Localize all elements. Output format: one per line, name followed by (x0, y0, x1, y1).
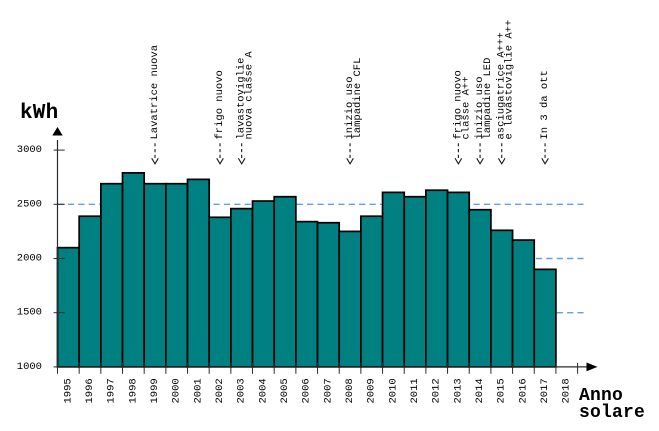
annotation-3-line-1: lampadine CFL (352, 58, 364, 140)
x-label-2008: 2008 (344, 378, 356, 403)
bar-2010 (381, 191, 406, 368)
annotation-2-arrowhead (237, 158, 246, 165)
x-label-2000: 2000 (171, 378, 183, 403)
annotation-3-line-0: inizio uso (344, 76, 356, 139)
bar-2002 (208, 216, 232, 368)
annotation-5-line-0: inizio uso (474, 76, 486, 139)
x-label-2013: 2013 (452, 378, 464, 403)
y-axis-arrowhead (52, 127, 63, 136)
bar-2007 (316, 221, 341, 368)
annotation-6-line-1: e lavastoviglie A++ (504, 20, 516, 140)
annotation-0-arrowhead (151, 158, 159, 165)
annotation-5-arrowhead (476, 158, 484, 165)
y-axis-title: kWh (20, 102, 59, 125)
annotation-7-arrowhead (541, 158, 549, 165)
annotation-6-arrowhead (497, 158, 506, 165)
bar-2000 (165, 182, 189, 368)
x-axis-arrowhead (586, 362, 598, 372)
annotation-1-arrowhead (216, 158, 224, 165)
y-label-2000: 2000 (17, 253, 42, 265)
x-label-2003: 2003 (236, 378, 248, 403)
x-label-2018: 2018 (561, 378, 573, 403)
bar-2014 (468, 208, 492, 368)
x-label-2011: 2011 (409, 378, 421, 403)
bar-2005 (273, 195, 297, 368)
bar-2017 (533, 268, 557, 368)
x-label-2006: 2006 (301, 378, 313, 403)
bar-1998 (121, 172, 146, 368)
bar-2012 (425, 189, 449, 368)
x-label-1998: 1998 (127, 378, 139, 403)
bar-2009 (360, 215, 384, 368)
bar-2016 (511, 239, 536, 368)
x-label-2010: 2010 (387, 378, 399, 403)
annotation-1-line-0: frigo nuovo (214, 70, 226, 139)
bar-2013 (446, 191, 471, 368)
bar-2001 (186, 178, 211, 368)
annotation-2-line-1: nuova classe A (244, 51, 256, 140)
bar-1996 (78, 215, 102, 368)
x-label-2004: 2004 (257, 378, 269, 403)
x-label-1995: 1995 (62, 378, 74, 403)
bar-1995 (56, 246, 81, 368)
x-label-2017: 2017 (539, 378, 551, 403)
x-label-1997: 1997 (106, 378, 118, 403)
x-label-2015: 2015 (496, 378, 508, 403)
x-label-1999: 1999 (149, 378, 161, 403)
y-label-1500: 1500 (17, 307, 42, 319)
bar-2006 (295, 220, 319, 368)
x-label-2012: 2012 (431, 378, 443, 403)
x-label-1996: 1996 (84, 378, 96, 403)
annotation-4-line-0: frigo nuovo (452, 70, 464, 139)
y-label-1000: 1000 (17, 361, 42, 373)
bar-2004 (251, 200, 276, 368)
annotation-4-arrowhead (454, 158, 463, 165)
x-label-2014: 2014 (474, 378, 486, 403)
annotation-7-line-0: In 3 da ott (539, 70, 551, 139)
annotation-3-arrowhead (346, 158, 354, 165)
bar-2011 (403, 195, 427, 368)
bar-2003 (230, 207, 254, 368)
x-label-2009: 2009 (366, 378, 378, 403)
annotation-0-line-0: Lavatrice nuova (149, 45, 161, 140)
x-label-2016: 2016 (517, 378, 529, 403)
bar-2008 (338, 230, 362, 368)
x-axis-title: Anno solare (579, 386, 646, 423)
bar-1999 (143, 182, 167, 368)
annotation-4-line-1: classe A++ (460, 76, 472, 139)
y-label-3000: 3000 (17, 144, 42, 156)
y-label-2500: 2500 (17, 198, 42, 210)
x-label-2007: 2007 (322, 378, 334, 403)
annotation-5-line-1: lampadine LED (482, 58, 494, 140)
bar-1997 (99, 182, 124, 368)
annotation-2-line-0: lavastoviglie (236, 58, 248, 140)
bar-2015 (490, 229, 514, 368)
x-label-2001: 2001 (192, 378, 204, 403)
x-label-2002: 2002 (214, 378, 226, 403)
annotation-6-line-0: asciugatrice A+++ (496, 32, 508, 139)
x-label-2005: 2005 (279, 378, 291, 403)
